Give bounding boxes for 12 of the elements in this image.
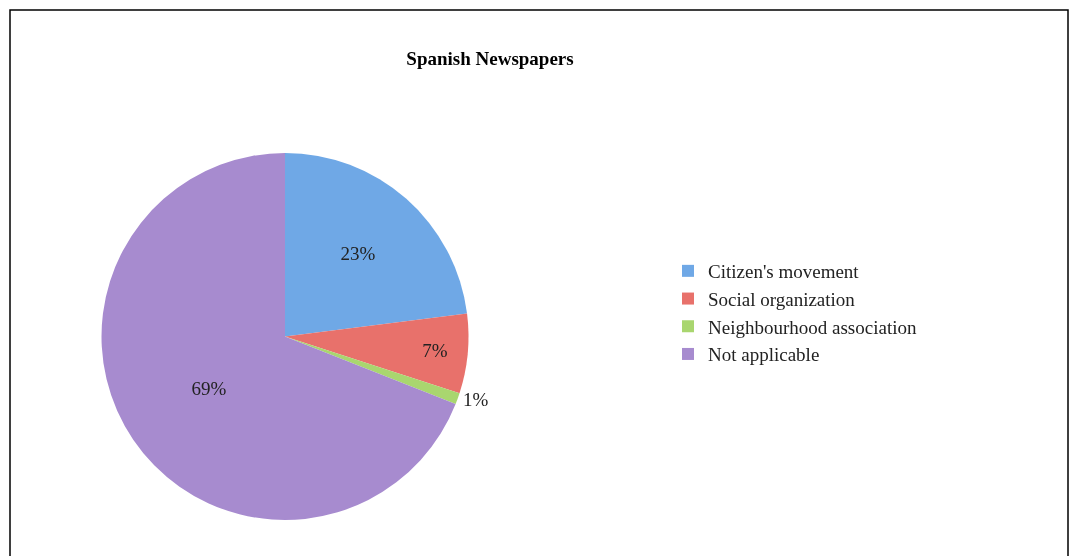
pie-slice xyxy=(285,153,468,337)
data-label: 69% xyxy=(191,377,227,399)
legend-label: Not applicable xyxy=(708,344,820,366)
legend-label: Citizen's movement xyxy=(708,261,860,283)
data-label: 7% xyxy=(422,340,448,362)
legend-label: Social organization xyxy=(708,288,856,310)
data-label: 1% xyxy=(462,389,489,411)
data-label: 23% xyxy=(340,243,376,265)
pie-slice xyxy=(285,313,469,394)
pie-slice xyxy=(101,153,456,520)
chart-title: Spanish Newspapers xyxy=(406,47,574,69)
legend-label: Neighbourhood association xyxy=(708,316,917,338)
